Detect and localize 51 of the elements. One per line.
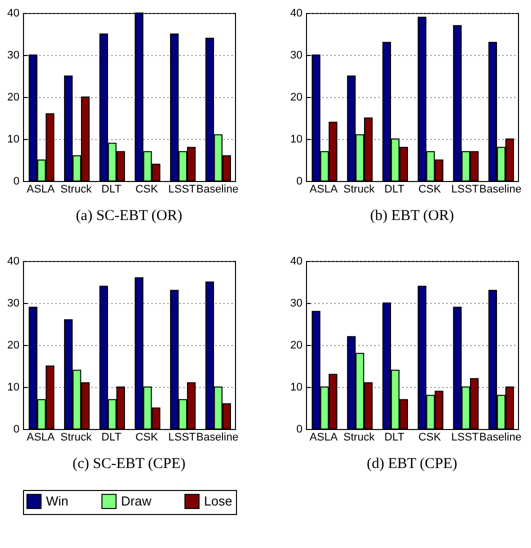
text: (c) SC-EBT (CPE) bbox=[72, 456, 186, 472]
x-tick-label: LSST bbox=[168, 432, 196, 444]
y-tick-label: 40 bbox=[290, 8, 302, 20]
x-tick-label: Struck bbox=[60, 432, 92, 444]
y-tick-label: 10 bbox=[7, 382, 20, 394]
y-tick-label: 40 bbox=[7, 256, 20, 268]
y-tick-label: 10 bbox=[290, 134, 302, 146]
text: (a) SC-EBT (OR) bbox=[76, 208, 182, 224]
y-tick-label: 0 bbox=[13, 424, 20, 436]
y-tick-label: 0 bbox=[296, 176, 302, 188]
x-tick-label: CSK bbox=[418, 432, 442, 444]
x-tick-label: Baseline bbox=[196, 432, 238, 444]
y-tick-label: 30 bbox=[7, 298, 20, 310]
y-tick-label: 40 bbox=[290, 256, 302, 268]
x-tick-label: Baseline bbox=[479, 184, 522, 196]
x-tick-label: Struck bbox=[343, 184, 376, 196]
y-tick-label: 30 bbox=[290, 50, 302, 62]
y-tick-label: 30 bbox=[290, 298, 302, 310]
x-tick-label: ASLA bbox=[310, 184, 338, 196]
legend-label: Lose bbox=[204, 493, 232, 508]
y-tick-label: 20 bbox=[290, 92, 302, 104]
y-tick-label: 0 bbox=[296, 424, 302, 436]
x-tick-label: Baseline bbox=[196, 184, 238, 196]
x-tick-label: ASLA bbox=[26, 432, 56, 444]
text: (d) EBT (CPE) bbox=[366, 456, 458, 472]
x-tick-label: LSST bbox=[451, 432, 480, 444]
x-tick-label: CSK bbox=[135, 184, 159, 196]
x-tick-label: DLT bbox=[101, 432, 122, 444]
y-tick-label: 10 bbox=[7, 134, 20, 146]
x-tick-label: Struck bbox=[343, 432, 376, 444]
x-tick-label: ASLA bbox=[26, 184, 56, 196]
x-tick-label: Baseline bbox=[479, 432, 522, 444]
x-tick-label: DLT bbox=[384, 184, 405, 196]
y-tick-label: 40 bbox=[7, 8, 20, 20]
x-tick-label: LSST bbox=[168, 184, 196, 196]
x-tick-label: DLT bbox=[101, 184, 122, 196]
legend-label: Win bbox=[46, 493, 68, 508]
y-tick-label: 20 bbox=[7, 92, 20, 104]
x-tick-label: ASLA bbox=[310, 432, 338, 444]
y-tick-label: 20 bbox=[290, 340, 302, 352]
legend-label: Draw bbox=[121, 493, 152, 508]
y-tick-label: 0 bbox=[13, 176, 20, 188]
y-tick-label: 10 bbox=[290, 382, 302, 394]
x-tick-label: CSK bbox=[418, 184, 442, 196]
x-tick-label: Struck bbox=[60, 184, 92, 196]
x-tick-label: CSK bbox=[135, 432, 159, 444]
x-tick-label: LSST bbox=[451, 184, 480, 196]
y-tick-label: 20 bbox=[7, 340, 20, 352]
x-tick-label: DLT bbox=[384, 432, 405, 444]
y-tick-label: 30 bbox=[7, 50, 20, 62]
text: (b) EBT (OR) bbox=[370, 208, 454, 224]
